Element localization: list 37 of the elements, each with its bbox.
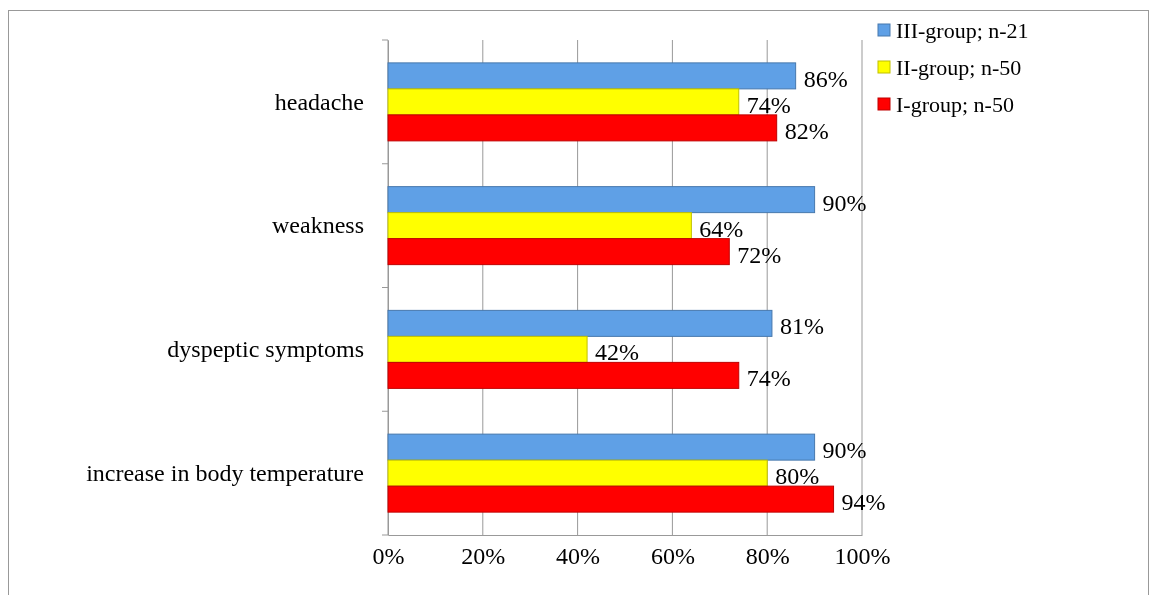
data-label: 42%	[595, 339, 640, 366]
data-label: 94%	[841, 489, 886, 516]
data-label: 86%	[803, 65, 848, 92]
bar	[387, 433, 816, 461]
y-tick-label: weakness	[272, 212, 364, 239]
data-label: 81%	[779, 313, 824, 340]
y-tick-label: increase in body temperature	[86, 459, 364, 486]
x-tick-label: 20%	[461, 543, 506, 570]
bar	[387, 88, 740, 116]
data-label: 82%	[784, 117, 829, 144]
bar	[387, 335, 588, 363]
bar	[387, 459, 768, 487]
bar	[387, 238, 730, 266]
y-tick-label: headache	[274, 88, 364, 115]
bar	[387, 361, 740, 389]
x-tick-label: 40%	[556, 543, 601, 570]
bar	[387, 309, 773, 337]
data-label: 72%	[737, 241, 782, 268]
x-tick-label: 0%	[372, 543, 405, 570]
bar	[387, 485, 835, 513]
data-label: 90%	[822, 189, 867, 216]
bar	[387, 186, 816, 214]
data-label: 80%	[775, 463, 820, 490]
legend-label: I-group; n-50	[896, 92, 1014, 117]
y-tick-label: dyspeptic symptoms	[167, 336, 364, 363]
data-label: 74%	[746, 365, 791, 392]
x-tick-label: 60%	[650, 543, 695, 570]
bar	[387, 62, 797, 90]
legend-label: II-group; n-50	[896, 55, 1022, 80]
legend-label: III-group; n-21	[896, 18, 1029, 43]
bar	[387, 212, 692, 240]
data-label: 64%	[699, 215, 744, 242]
data-label: 74%	[746, 91, 791, 118]
data-label: 90%	[822, 437, 867, 464]
x-tick-label: 80%	[745, 543, 790, 570]
x-tick-label: 100%	[834, 543, 891, 570]
bar	[387, 114, 778, 142]
